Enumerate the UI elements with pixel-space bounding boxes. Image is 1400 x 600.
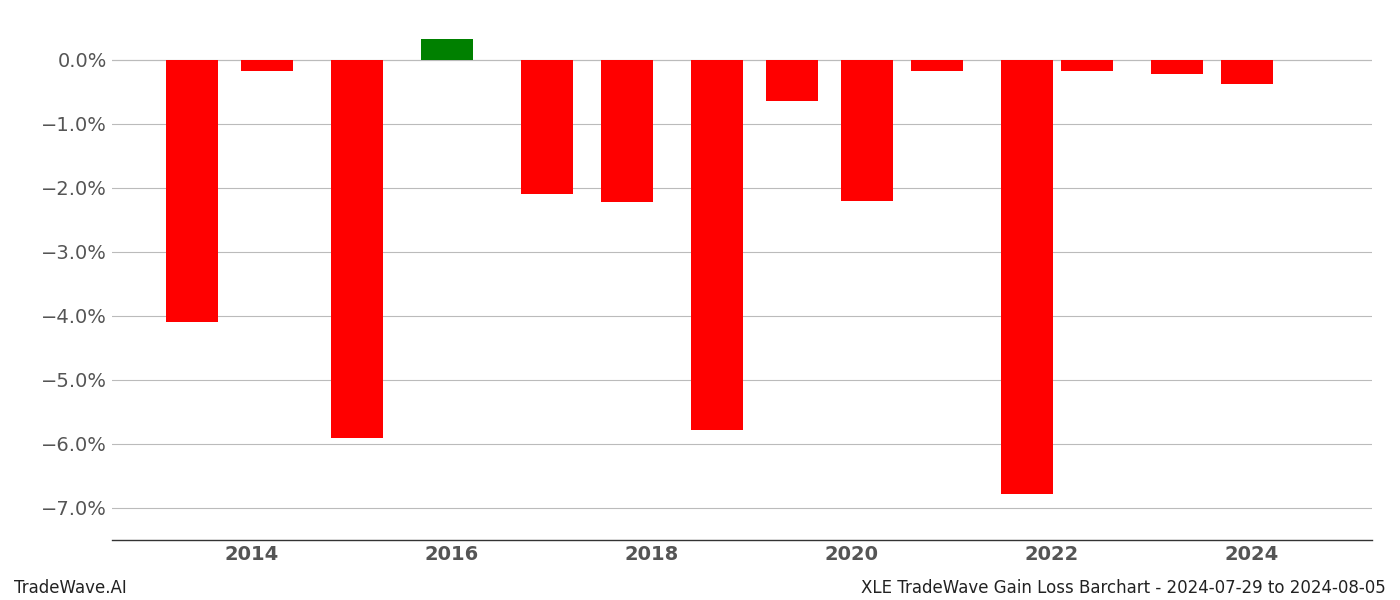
Bar: [1001, 59, 1053, 494]
Bar: [911, 59, 963, 71]
Bar: [601, 59, 652, 202]
Bar: [330, 59, 384, 437]
Bar: [692, 59, 743, 430]
Bar: [521, 59, 573, 194]
Text: TradeWave.AI: TradeWave.AI: [14, 579, 127, 597]
Bar: [167, 59, 218, 322]
Bar: [766, 59, 818, 101]
Bar: [421, 39, 473, 59]
Text: XLE TradeWave Gain Loss Barchart - 2024-07-29 to 2024-08-05: XLE TradeWave Gain Loss Barchart - 2024-…: [861, 579, 1386, 597]
Bar: [1221, 59, 1273, 84]
Bar: [1061, 59, 1113, 71]
Bar: [1151, 59, 1203, 74]
Bar: [841, 59, 893, 200]
Bar: [241, 59, 293, 71]
